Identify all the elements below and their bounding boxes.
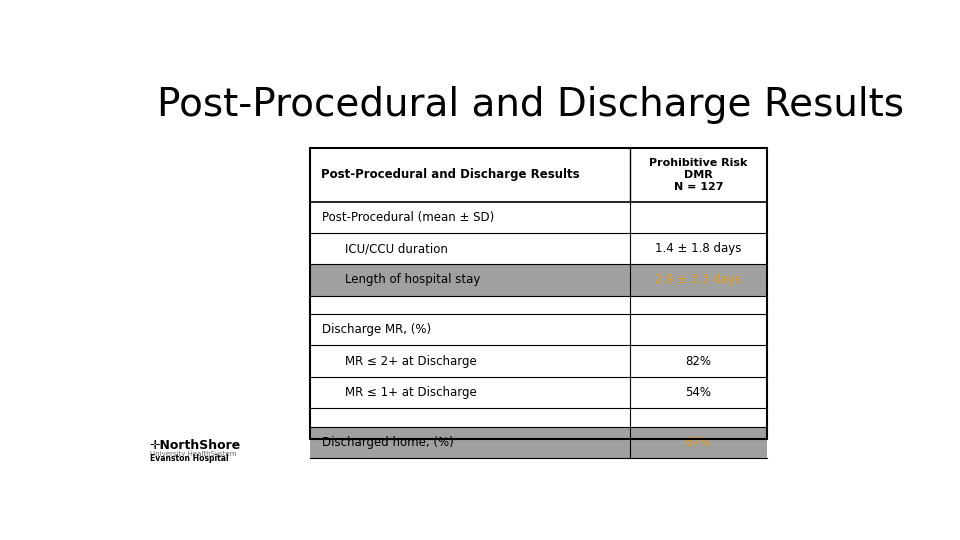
Text: ✛NorthShore: ✛NorthShore xyxy=(150,439,241,452)
Text: Length of hospital stay: Length of hospital stay xyxy=(345,273,480,287)
Text: Discharge MR, (%): Discharge MR, (%) xyxy=(323,323,431,336)
Text: MR ≤ 2+ at Discharge: MR ≤ 2+ at Discharge xyxy=(345,355,476,368)
Text: 54%: 54% xyxy=(685,386,711,399)
Bar xyxy=(310,377,767,408)
Text: 82%: 82% xyxy=(685,355,711,368)
Bar xyxy=(310,427,767,458)
Bar xyxy=(310,295,767,314)
Text: Discharged home, (%): Discharged home, (%) xyxy=(323,436,454,449)
Bar xyxy=(310,148,767,202)
Bar xyxy=(310,233,767,265)
Bar xyxy=(310,346,767,377)
Text: Post-Procedural and Discharge Results: Post-Procedural and Discharge Results xyxy=(157,85,904,124)
Text: Post-Procedural and Discharge Results: Post-Procedural and Discharge Results xyxy=(321,168,580,181)
Bar xyxy=(310,408,767,427)
Text: Prohibitive Risk
DMR
N = 127: Prohibitive Risk DMR N = 127 xyxy=(649,158,748,192)
Bar xyxy=(310,202,767,233)
Text: Evanston Hospital: Evanston Hospital xyxy=(150,455,228,463)
Bar xyxy=(310,265,767,295)
Text: 67%: 67% xyxy=(685,436,711,449)
Bar xyxy=(310,314,767,346)
Text: ICU/CCU duration: ICU/CCU duration xyxy=(345,242,447,255)
Text: 1.4 ± 1.8 days: 1.4 ± 1.8 days xyxy=(656,242,742,255)
Text: University HealthSystem: University HealthSystem xyxy=(150,450,236,457)
Bar xyxy=(310,148,767,439)
Text: Post-Procedural (mean ± SD): Post-Procedural (mean ± SD) xyxy=(323,211,494,224)
Text: 2.8 ± 3.3 days: 2.8 ± 3.3 days xyxy=(656,273,741,287)
Text: MR ≤ 1+ at Discharge: MR ≤ 1+ at Discharge xyxy=(345,386,476,399)
